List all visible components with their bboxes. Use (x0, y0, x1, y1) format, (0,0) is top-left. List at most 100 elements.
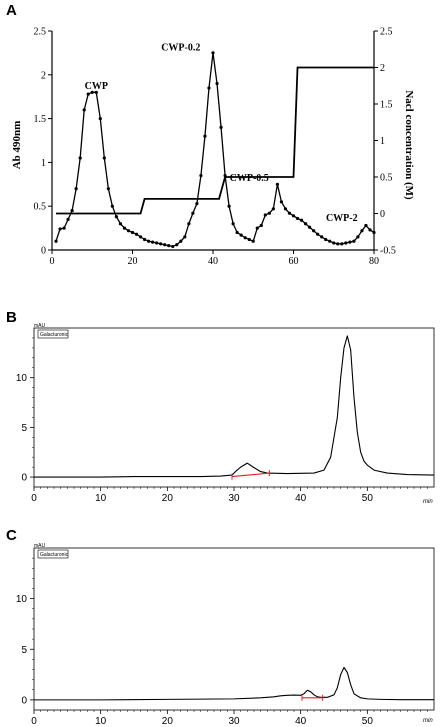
chart-a-point (134, 232, 139, 236)
chart-a-point (283, 207, 288, 211)
chart-c-plot-frame (33, 547, 435, 711)
chart-a-point (114, 215, 118, 219)
chart-a-point (86, 92, 90, 96)
chart-a-point (138, 235, 143, 239)
chart-b-x-unit: min (423, 499, 433, 505)
chart-a-point (215, 81, 219, 86)
chart-a-point (211, 51, 215, 55)
chart-a-point (263, 213, 267, 217)
chart-a-point (163, 243, 167, 247)
chart-a-point (199, 173, 203, 178)
chart-a-point (235, 230, 239, 235)
chart-a-point (291, 214, 296, 218)
chart-a-point (316, 232, 320, 236)
chart-a-point (348, 240, 352, 244)
chart-c-x-tick-label: 10 (95, 716, 107, 727)
chart-c-y-tick-label: 5 (21, 645, 27, 656)
chart-a-point (62, 226, 66, 230)
chart-a-peak-label: CWP-0.5 (230, 173, 269, 184)
chart-a-point (344, 241, 348, 245)
chart-a-point (332, 241, 336, 245)
chart-c-legend-label: Galacturonic (40, 552, 69, 558)
chart-a-point (106, 187, 110, 191)
chart-a-point (90, 90, 94, 94)
chart-c-x-tick-label: 20 (162, 716, 174, 727)
chart-a-y2-tick-label: 0 (380, 209, 385, 220)
chart-a-y2-tick-label: 2.5 (380, 27, 393, 38)
chart-c-x-tick-label: 50 (362, 716, 374, 727)
chart-a-point (155, 241, 159, 245)
chart-a-point (336, 242, 340, 246)
chart-a-point (191, 211, 195, 215)
chart-a-y-axis-title: Ab 490nm (11, 121, 23, 170)
chart-a-peak-label: CWP (85, 81, 108, 92)
chart-a-x-tick-label: 60 (289, 256, 299, 267)
chart-a-point (239, 233, 243, 237)
panel-letter-c: C (6, 527, 17, 544)
chart-a-point (303, 222, 308, 226)
chart-a-point (372, 230, 376, 235)
chart-b-legend-box (37, 329, 69, 339)
chart-a-point (299, 218, 304, 222)
chart-b-x-tick-label: 20 (162, 493, 174, 504)
chart-a-point (175, 243, 179, 247)
chart-a-point (231, 222, 235, 226)
chart-a: Ab 490nm Nacl concentration (M) 0 20 40 60 8… (11, 27, 415, 268)
chart-a-y2-tick-label: 0.5 (380, 173, 393, 184)
chart-a-y-tick-label: 1 (41, 158, 46, 169)
chart-a-y-tick-label: 1.5 (34, 114, 47, 125)
chart-a-y2-tick-label: -0.5 (380, 246, 396, 257)
chart-b-y-unit: mAU (34, 323, 46, 329)
chart-b-x-tick-label: 0 (31, 493, 37, 504)
chart-a-point (187, 222, 191, 226)
chart-b-y-tick-label: 10 (16, 373, 28, 384)
chart-a-point (82, 108, 86, 112)
chart-a-point (271, 207, 275, 211)
chart-a-point (74, 187, 78, 191)
chart-b-x-tick-label: 40 (295, 493, 307, 504)
chart-a-x-tick-label: 40 (208, 256, 218, 267)
chart-c-y-tick-label: 0 (21, 695, 27, 706)
chart-a-point (324, 237, 328, 242)
chart-a-point (183, 235, 187, 239)
chart-a-y2-tick-label: 1 (380, 136, 385, 147)
chart-a-nacl-series-line (56, 66, 374, 215)
chart-a-point (360, 229, 364, 233)
chart-a-point (312, 229, 316, 233)
chart-a-y-tick-label: 2 (41, 70, 46, 81)
chart-a-point (356, 235, 360, 239)
chart-a-point (78, 156, 82, 160)
chart-a-point (340, 242, 344, 246)
chart-a-peak-label: CWP-0.2 (161, 42, 200, 53)
chart-a-point (259, 223, 263, 228)
chart-c-signal-line (34, 666, 434, 701)
chart-a-point (94, 90, 98, 94)
chart-a-point (364, 223, 368, 228)
chart-a-y2-tick-label: 1.5 (380, 100, 393, 111)
chart-a-point (255, 226, 259, 230)
chart-a-y-tick-label: 0.5 (34, 202, 47, 213)
chart-c-y-tick-label: 10 (16, 594, 28, 605)
chart-a-point (368, 228, 372, 232)
chart-c-x-tick-label: 30 (228, 716, 240, 727)
chart-a-point (247, 237, 251, 242)
chart-a-y2-tick-label: 2 (380, 63, 385, 74)
chart-a-point (179, 239, 183, 243)
chart-a-point (167, 244, 171, 248)
chart-a-y-tick-label: 0 (41, 246, 46, 257)
chart-b-plot-frame (33, 327, 435, 488)
chart-b-x-tick-label: 10 (95, 493, 107, 504)
chart-c-y-unit: mAU (34, 543, 46, 549)
chart-a-point (102, 156, 106, 160)
chart-a-point (243, 236, 247, 240)
chart-a-point (147, 239, 151, 243)
chart-c-x-unit: min (423, 718, 433, 724)
chart-a-point (308, 225, 312, 229)
chart-c-x-tick-label: 0 (31, 716, 37, 727)
chart-a-point (267, 211, 271, 215)
chart-a-x-tick-label: 20 (128, 256, 138, 267)
chart-b-y-tick-label: 5 (21, 423, 27, 434)
chart-a-point (279, 200, 284, 204)
chart-a-point (287, 211, 292, 215)
